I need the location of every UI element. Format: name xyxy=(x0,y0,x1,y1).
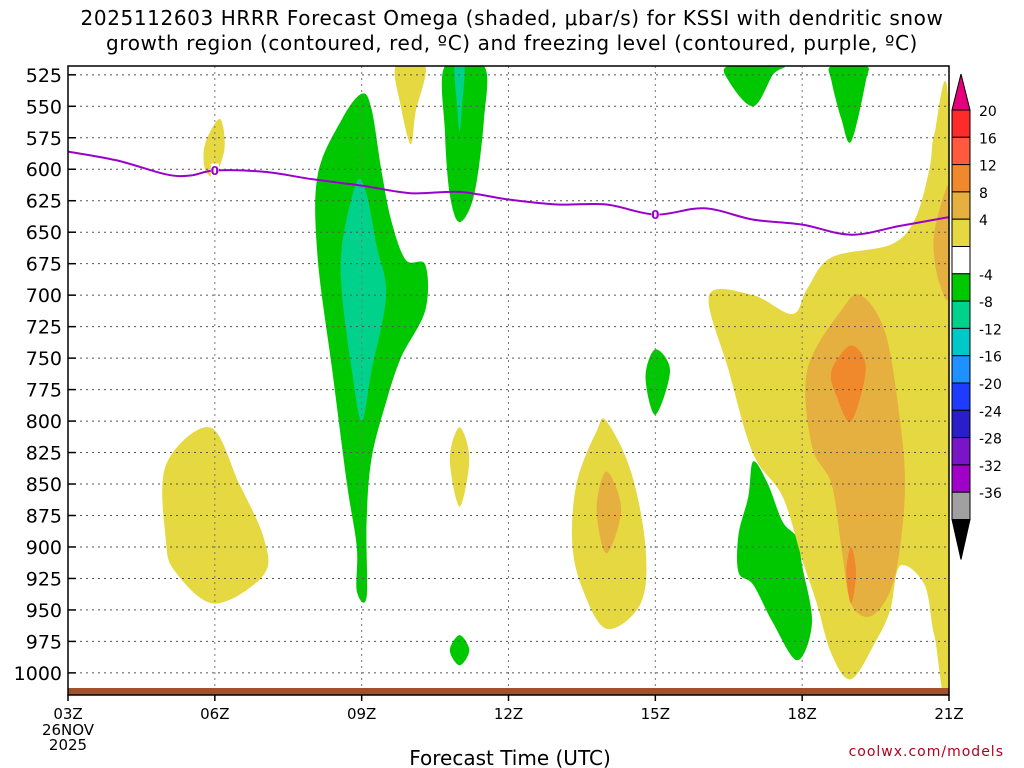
y-tick-label-575: 575 xyxy=(26,128,62,150)
colorbar-label--8: -8 xyxy=(979,295,993,311)
omega-region-green-1800 xyxy=(736,461,813,661)
omega-region-darkorange-1900-low xyxy=(846,547,856,604)
colorbar-label--20: -20 xyxy=(979,377,1002,393)
y-tick-label-650: 650 xyxy=(26,222,62,244)
omega-region-teal-1100 xyxy=(454,66,465,132)
x-date-label-1: 2025 xyxy=(49,736,87,754)
freezing-level-label-bg xyxy=(651,207,660,221)
colorbar-segment xyxy=(951,409,971,439)
y-tick-label-725: 725 xyxy=(26,317,62,339)
y-tick-label-550: 550 xyxy=(26,96,62,118)
colorbar-label-16: 16 xyxy=(979,131,997,147)
freezing-level-layer: 00 xyxy=(68,150,949,236)
y-tick-label-750: 750 xyxy=(26,348,62,370)
colorbar-label--24: -24 xyxy=(979,404,1002,420)
y-tick-label-1000: 1000 xyxy=(14,663,62,685)
colorbar-segment xyxy=(951,136,971,166)
colorbar: 20 16 12 8 4 -4 -8 -12 -16 -20 -24 -28 -32 -36 xyxy=(951,73,1002,560)
x-tick-label-15Z: 15Z xyxy=(641,705,670,723)
omega-region-green-1100 xyxy=(441,66,488,223)
colorbar-label--12: -12 xyxy=(979,322,1002,338)
colorbar-segment xyxy=(951,327,971,357)
colorbar-segment xyxy=(951,464,971,493)
x-tick-label-03Z: 03Z xyxy=(53,705,82,723)
y-tick-label-900: 900 xyxy=(26,537,62,559)
omega-region-darkorange-1900 xyxy=(830,345,866,422)
omega-region-teal-0900 xyxy=(340,178,387,422)
y-tick-label-850: 850 xyxy=(26,474,62,496)
chart-title-line-1: 2025112603 HRRR Forecast Omega (shaded, … xyxy=(80,6,944,30)
omega-region-green-1700 xyxy=(723,66,785,107)
y-tick-label-950: 950 xyxy=(26,600,62,622)
y-tick-label-925: 925 xyxy=(26,568,62,590)
colorbar-label-8: 8 xyxy=(979,186,988,202)
y-tick-label-675: 675 xyxy=(26,254,62,276)
colorbar-label--4: -4 xyxy=(979,268,993,284)
colorbar-segment xyxy=(951,164,971,193)
colorbar-segment xyxy=(951,437,971,466)
y-tick-label-800: 800 xyxy=(26,411,62,433)
y-tick-label-875: 875 xyxy=(26,506,62,528)
y-tick-label-525: 525 xyxy=(26,65,62,87)
omega-region-green-1500 xyxy=(645,349,670,415)
colorbar-segment xyxy=(951,491,971,521)
freezing-level-label: 0 xyxy=(211,164,219,178)
colorbar-label-20: 20 xyxy=(979,104,997,120)
y-tick-label-825: 825 xyxy=(26,443,62,465)
y-tick-label-625: 625 xyxy=(26,191,62,213)
omega-region-green-1900-top xyxy=(828,66,869,143)
omega-region-orange-2100 xyxy=(933,185,949,301)
x-tick-label-21Z: 21Z xyxy=(934,705,963,723)
colorbar-label--28: -28 xyxy=(979,432,1002,448)
colorbar-segment xyxy=(951,355,971,384)
colorbar-segment xyxy=(951,109,971,138)
omega-region-yellow-0900-top xyxy=(394,66,426,145)
colorbar-label-12: 12 xyxy=(979,159,997,175)
x-tick-label-18Z: 18Z xyxy=(787,705,816,723)
x-tick-label-06Z: 06Z xyxy=(200,705,229,723)
chart-title-line-2: growth region (contoured, red, ºC) and f… xyxy=(106,31,918,55)
colorbar-label--16: -16 xyxy=(979,350,1002,366)
freezing-level-label-bg xyxy=(210,163,219,177)
omega-region-yellow-1100-small xyxy=(449,427,470,507)
colorbar-segment xyxy=(951,191,971,220)
colorbar-bottom-arrow xyxy=(951,519,971,560)
y-tick-label-600: 600 xyxy=(26,159,62,181)
freezing-level-label: 0 xyxy=(651,208,659,222)
y-tick-label-975: 975 xyxy=(26,631,62,653)
colorbar-segment xyxy=(951,273,971,302)
y-tick-label-700: 700 xyxy=(26,285,62,307)
y-tick-label-775: 775 xyxy=(26,380,62,402)
freezing-level-line xyxy=(68,150,949,236)
colorbar-segment xyxy=(951,218,971,247)
y-axis: 525 550 575 600 625 650 675 700 725 750 775 800 825 8… xyxy=(14,65,76,685)
omega-shaded-regions xyxy=(162,66,949,688)
colorbar-top-arrow xyxy=(951,73,971,111)
colorbar-label--32: -32 xyxy=(979,459,1002,475)
x-date-label-0: 26NOV xyxy=(42,721,95,739)
colorbar-segment xyxy=(951,300,971,329)
omega-region-orange-1400 xyxy=(596,471,622,554)
colorbar-segment xyxy=(951,382,971,411)
omega-region-yellow-0600 xyxy=(203,118,225,177)
omega-region-green-1100-low xyxy=(449,635,470,666)
x-axis-label: Forecast Time (UTC) xyxy=(409,746,611,768)
colorbar-segment xyxy=(951,246,971,275)
omega-region-orange-1900 xyxy=(805,294,905,617)
colorbar-label--36: -36 xyxy=(979,486,1002,502)
omega-region-yellow-0500 xyxy=(162,427,269,604)
x-tick-label-09Z: 09Z xyxy=(347,705,376,723)
ground-terrain-bar xyxy=(68,688,949,695)
source-credit[interactable]: coolwx.com/models xyxy=(848,744,1004,760)
x-tick-label-12Z: 12Z xyxy=(494,705,523,723)
colorbar-label-4: 4 xyxy=(979,213,988,229)
